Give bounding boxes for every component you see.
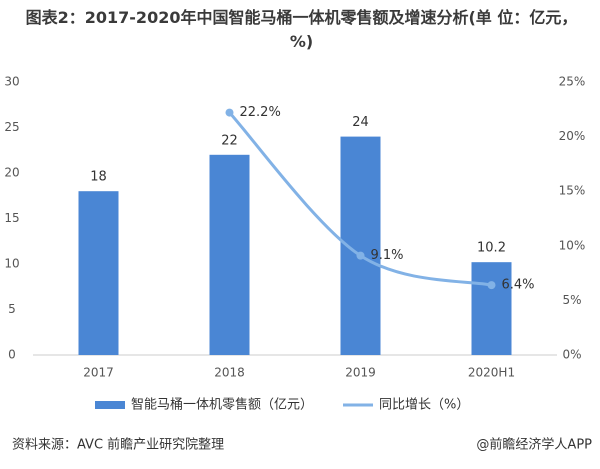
- y2-tick-label: 0%: [562, 348, 581, 362]
- y-tick-label: 10: [4, 257, 19, 271]
- line-point: [487, 281, 496, 290]
- y2-tick-label: 25%: [559, 75, 586, 89]
- y2-tick-label: 10%: [559, 238, 586, 252]
- data-label: 18: [90, 170, 107, 185]
- data-label: 6.4%: [502, 278, 535, 293]
- y-tick-label: 15: [4, 211, 19, 225]
- x-tick-label: 2020H1: [468, 366, 515, 380]
- data-label: 22: [221, 133, 238, 148]
- source: 资料来源：AVC 前瞻产业研究院整理: [12, 437, 224, 453]
- x-tick-label: 2019: [345, 366, 376, 380]
- watermark: @前瞻经济学人APP: [476, 437, 592, 453]
- y-tick-label: 5: [8, 302, 16, 316]
- legend-label: 智能马桶一体机零售额（亿元）: [131, 397, 313, 413]
- line: [228, 111, 492, 287]
- data-label: 10.2: [477, 241, 506, 256]
- legend-label: 同比增长（%）: [379, 398, 469, 413]
- x-tick-label: 2018: [214, 366, 245, 380]
- data-label: 22.2%: [240, 105, 281, 120]
- line-point: [356, 251, 365, 260]
- bar: [209, 154, 250, 355]
- y2-tick-label: 15%: [559, 184, 586, 198]
- bar: [471, 262, 512, 355]
- chart-title: 图表2：2017-2020年中国智能马桶一体机零售额及增速分析(单 位：亿元，%…: [25, 8, 578, 51]
- data-label: 9.1%: [371, 248, 404, 263]
- data-label: 24: [352, 115, 369, 130]
- x-tick-label: 2017: [83, 366, 114, 380]
- y-tick-label: 25: [4, 120, 19, 134]
- y-tick-label: 0: [8, 348, 16, 362]
- y2-tick-label: 20%: [559, 129, 586, 143]
- legend-swatch: [95, 401, 125, 409]
- y-tick-label: 20: [4, 166, 19, 180]
- bar: [78, 191, 119, 355]
- line-point: [225, 108, 234, 117]
- y-tick-label: 30: [4, 75, 19, 89]
- y2-tick-label: 5%: [562, 293, 581, 307]
